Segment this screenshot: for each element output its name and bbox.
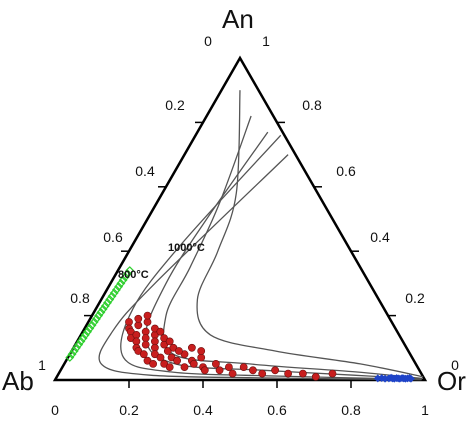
data-point-red xyxy=(156,327,165,336)
data-point-green xyxy=(65,353,75,362)
data-point-green xyxy=(83,327,93,337)
an-tick-label: 0 xyxy=(204,33,212,49)
data-point-red xyxy=(197,347,206,355)
data-point-red xyxy=(284,369,292,378)
data-point-red xyxy=(139,350,148,359)
data-point-red xyxy=(134,321,143,330)
bottom-tick-label: 1 xyxy=(421,402,429,418)
triangle-frame xyxy=(52,55,428,382)
data-point-green xyxy=(109,288,119,298)
data-point-red xyxy=(141,334,150,342)
data-point-red xyxy=(197,353,206,362)
bottom-tick-label: 0.2 xyxy=(119,402,139,418)
or-tick-label: 1 xyxy=(262,33,270,49)
bottom-tick-label: 0.8 xyxy=(341,402,361,418)
an-tick-label: 0.2 xyxy=(165,97,185,113)
data-point-green xyxy=(67,349,77,359)
data-point-red xyxy=(173,356,181,365)
data-point-green xyxy=(103,298,112,308)
data-point-green xyxy=(123,269,132,279)
vertex-label-ab: Ab xyxy=(2,366,34,396)
bottom-tick-label: 0.6 xyxy=(267,402,287,418)
data-point-green xyxy=(100,301,110,311)
or-tick-label: 0.4 xyxy=(370,229,390,245)
data-point-green xyxy=(96,307,106,317)
bottom-tick-label: 0 xyxy=(51,402,59,418)
isotherm-label: 1000°C xyxy=(168,242,205,254)
data-point-red xyxy=(311,372,320,381)
isotherm-curve-1 xyxy=(196,90,424,378)
data-point-green xyxy=(80,330,90,340)
data-point-green xyxy=(72,343,81,353)
data-point-blue xyxy=(406,374,415,383)
data-point-green xyxy=(85,324,95,333)
data-point-red xyxy=(271,366,279,375)
data-point-red xyxy=(248,366,257,375)
data-point-green xyxy=(91,314,101,324)
an-tick-label: 1 xyxy=(38,357,46,373)
or-tick-label: 0 xyxy=(451,357,459,373)
data-point-green xyxy=(107,291,117,301)
data-point-red xyxy=(149,359,157,368)
an-tick-label: 0.4 xyxy=(135,163,155,179)
data-point-green xyxy=(98,304,108,314)
data-point-red xyxy=(298,369,307,378)
data-point-green xyxy=(114,282,124,292)
data-point-red xyxy=(328,369,337,378)
data-point-red xyxy=(211,359,220,368)
axis-tick-labels: 0 0.2 0.4 0.6 0.8 1 1 0.8 0.6 0.4 0.2 0 0 0.2 0.4 0.6 0.… xyxy=(38,33,459,418)
data-points xyxy=(65,266,415,383)
data-point-red xyxy=(215,366,224,375)
data-point-green xyxy=(74,340,84,350)
axis-ticks xyxy=(84,121,396,388)
data-point-red xyxy=(141,340,150,349)
data-point-red xyxy=(187,343,196,352)
data-point-red xyxy=(200,366,209,375)
data-point-green xyxy=(94,311,104,321)
bottom-tick-label: 0.4 xyxy=(193,402,213,418)
an-tick-label: 0.6 xyxy=(103,229,123,245)
data-point-red xyxy=(143,311,152,320)
data-point-red xyxy=(165,363,174,371)
isotherm-curve-3 xyxy=(145,131,422,380)
data-point-green xyxy=(111,285,121,295)
data-point-red xyxy=(132,330,141,339)
an-tick-label: 0.8 xyxy=(70,290,90,306)
data-point-red xyxy=(134,314,143,323)
isotherm-labels: 1000°C 800°C xyxy=(118,242,205,281)
data-point-green xyxy=(76,336,86,346)
data-point-green xyxy=(89,317,99,327)
isotherm-label: 800°C xyxy=(118,269,149,281)
vertex-label-or: Or xyxy=(437,366,466,396)
data-point-red xyxy=(189,359,198,368)
data-point-green xyxy=(105,295,115,304)
data-point-red xyxy=(224,363,233,371)
data-point-green xyxy=(120,272,130,282)
data-point-red xyxy=(156,353,165,362)
data-point-green xyxy=(69,346,79,356)
data-point-red xyxy=(165,337,174,346)
data-point-green xyxy=(78,333,88,343)
data-point-green xyxy=(118,275,128,285)
data-point-red xyxy=(239,363,248,371)
or-tick-label: 0.8 xyxy=(302,97,322,113)
data-point-red xyxy=(228,369,237,378)
data-point-red xyxy=(125,318,133,326)
data-point-green xyxy=(87,320,97,330)
isotherm-curve-5 xyxy=(98,154,422,381)
data-point-green xyxy=(125,266,135,275)
data-point-red xyxy=(180,363,189,371)
data-point-green xyxy=(116,278,126,288)
or-tick-label: 0.2 xyxy=(405,290,425,306)
vertex-label-an: An xyxy=(222,4,254,34)
vertex-labels: An Ab Or xyxy=(2,4,466,396)
data-point-red xyxy=(174,347,183,355)
or-tick-label: 0.6 xyxy=(336,163,356,179)
data-point-red xyxy=(258,369,267,378)
